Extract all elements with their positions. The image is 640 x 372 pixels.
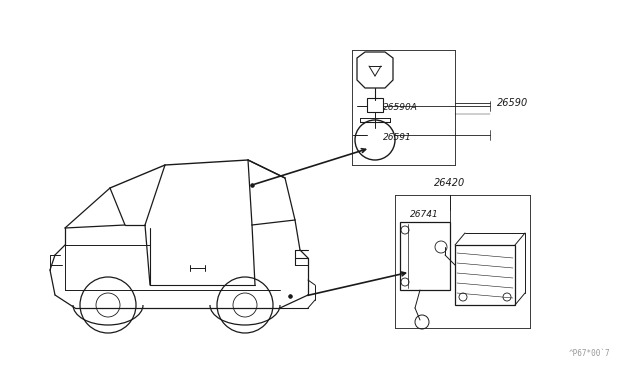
- Bar: [455, 245, 515, 305]
- Text: ^P67*00`7: ^P67*00`7: [568, 349, 610, 358]
- Text: 26590: 26590: [497, 98, 528, 108]
- Text: 26591: 26591: [383, 132, 412, 141]
- Text: 26420: 26420: [435, 178, 466, 188]
- Text: 26741: 26741: [410, 210, 439, 219]
- Text: 26590A: 26590A: [383, 103, 418, 112]
- Bar: [367, 98, 383, 112]
- Bar: [400, 222, 450, 290]
